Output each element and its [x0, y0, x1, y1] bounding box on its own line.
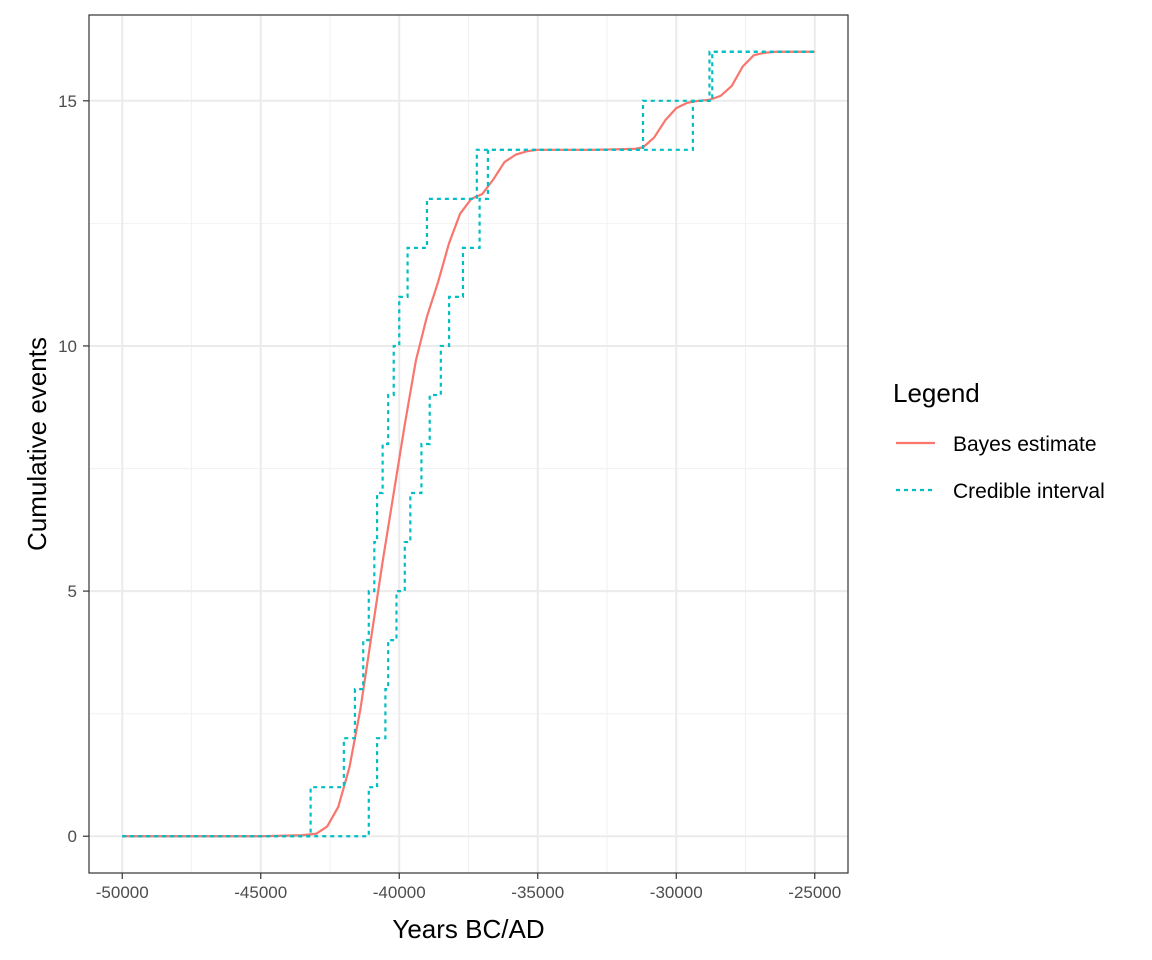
x-tick-label: -30000	[650, 883, 703, 902]
x-tick-label: -25000	[788, 883, 841, 902]
y-tick-label: 0	[68, 827, 77, 846]
legend-title: Legend	[893, 378, 980, 408]
legend-label-credible: Credible interval	[953, 480, 1105, 503]
credible-interval-line-2	[122, 50, 815, 838]
x-axis-title: Years BC/AD	[392, 914, 544, 944]
grid-layer	[89, 15, 848, 873]
y-tick-label: 10	[58, 337, 77, 356]
y-tick-label: 5	[68, 582, 77, 601]
credible-interval-line-1	[122, 50, 815, 838]
series-layer	[122, 50, 815, 838]
legend: Legend Bayes estimate Credible interval	[893, 378, 1105, 503]
axis-layer: -50000 -45000 -40000 -35000 -30000 -25000 0 5 10…	[58, 92, 841, 902]
x-tick-label: -35000	[511, 883, 564, 902]
legend-label-bayes: Bayes estimate	[953, 433, 1097, 456]
x-tick-label: -50000	[96, 883, 149, 902]
x-tick-label: -40000	[373, 883, 426, 902]
panel-border	[88, 14, 849, 874]
x-tick-label: -45000	[234, 883, 287, 902]
y-axis-title: Cumulative events	[22, 337, 52, 551]
y-tick-label: 15	[58, 92, 77, 111]
